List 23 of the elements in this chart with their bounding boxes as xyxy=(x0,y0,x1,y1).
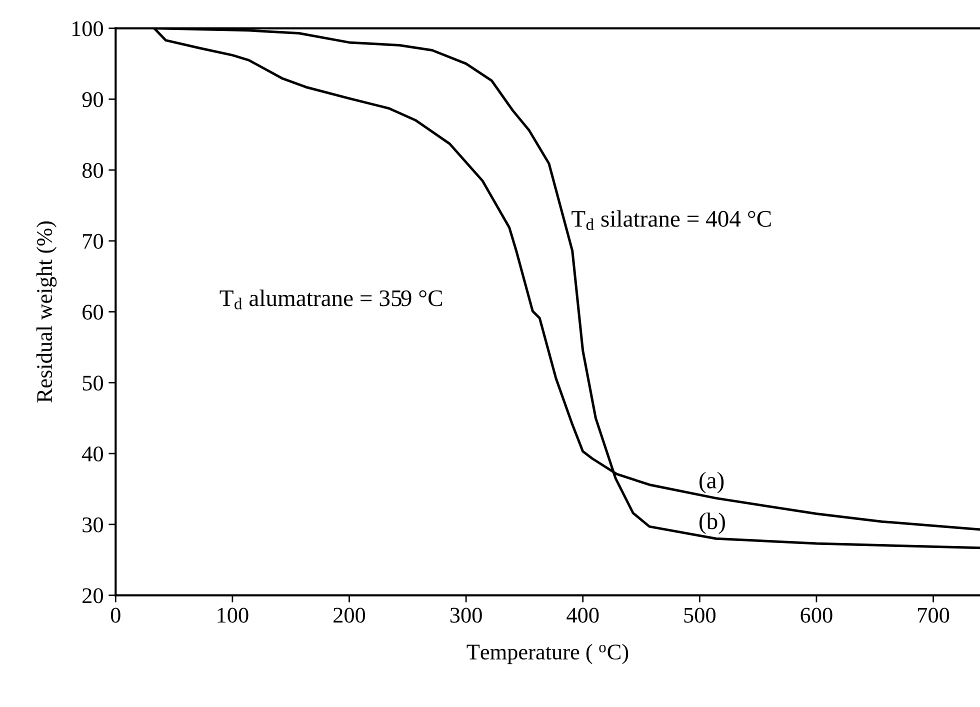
annotation: T$_{d}$ silatrane = 404 °C xyxy=(572,210,771,230)
x-tick-label: 700 xyxy=(918,608,950,623)
y-tick-label: 70 xyxy=(83,234,103,249)
x-tick-label: 400 xyxy=(566,608,599,623)
x-tick-label: 100 xyxy=(218,608,248,623)
y-tick-label: 40 xyxy=(82,446,103,462)
series-label: (a) xyxy=(699,472,724,494)
x-tick-label: 0 xyxy=(110,608,120,623)
y-axis-title: Residual weight (%) xyxy=(36,221,57,402)
x-tick-label: 600 xyxy=(800,608,832,623)
y-tick-label: 80 xyxy=(82,162,103,178)
x-axis-title: Temperature ( $^{o}$C) xyxy=(466,644,628,664)
series-label: (b) xyxy=(699,512,725,534)
y-tick-label: 90 xyxy=(82,92,103,108)
annotation: T$_{d}$ alumatrane = 359 °C xyxy=(220,290,442,310)
x-tick-label: 200 xyxy=(334,608,366,623)
y-tick-label: 60 xyxy=(82,304,103,320)
y-tick-label: 100 xyxy=(72,21,103,36)
y-tick-label: 20 xyxy=(82,588,103,604)
y-tick-label: 30 xyxy=(82,517,103,532)
x-tick-label: 500 xyxy=(684,608,716,623)
y-tick-label: 50 xyxy=(82,376,103,391)
x-tick-label: 300 xyxy=(450,608,482,623)
